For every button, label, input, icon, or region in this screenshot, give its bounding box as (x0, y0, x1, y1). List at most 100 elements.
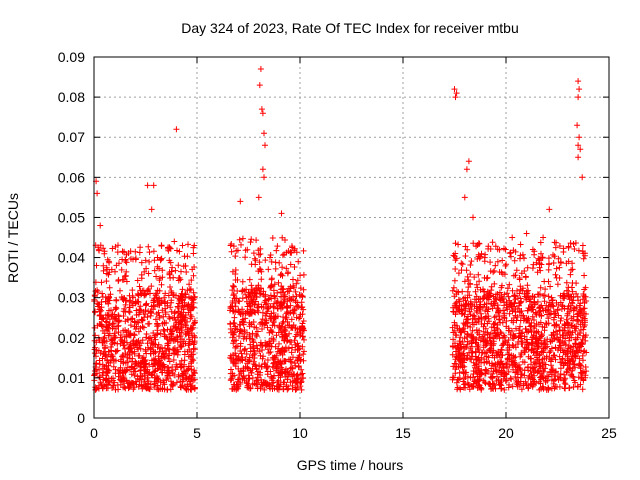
data-point (156, 295, 163, 302)
data-point (272, 314, 279, 321)
data-point (514, 305, 521, 312)
data-point (285, 322, 291, 329)
data-point (178, 290, 185, 297)
data-point (163, 334, 170, 341)
data-point (293, 249, 300, 256)
data-point (248, 282, 255, 289)
data-point (507, 301, 514, 308)
data-point (490, 368, 497, 375)
data-point (268, 328, 275, 335)
data-point (125, 345, 132, 352)
data-point (134, 362, 140, 369)
data-point (567, 240, 574, 247)
data-point (464, 246, 471, 253)
data-point (467, 262, 474, 268)
data-point (135, 346, 142, 353)
data-point (527, 327, 534, 334)
data-point (166, 245, 173, 252)
data-point (491, 267, 498, 274)
data-point (257, 251, 264, 257)
data-point (561, 360, 567, 367)
data-point (249, 330, 256, 337)
data-point (487, 381, 494, 388)
data-point (475, 251, 482, 258)
data-point (249, 299, 256, 306)
data-point (136, 283, 143, 290)
data-point (518, 386, 525, 393)
data-point (464, 273, 471, 280)
data-point (581, 272, 588, 279)
data-point (128, 363, 135, 370)
data-point (548, 294, 555, 301)
data-point (236, 298, 243, 305)
data-point (545, 278, 552, 285)
data-point (281, 379, 288, 386)
data-point (254, 328, 261, 335)
data-point (545, 266, 552, 273)
data-point (544, 377, 551, 384)
data-point (484, 308, 491, 315)
data-point (511, 293, 518, 300)
data-point (567, 271, 574, 278)
data-point (477, 286, 484, 293)
data-point (146, 385, 152, 392)
data-point (270, 318, 277, 324)
data-point (115, 242, 121, 249)
data-point (258, 303, 265, 310)
data-point (559, 303, 566, 310)
data-point (545, 384, 552, 391)
data-point (239, 354, 246, 361)
data-point (505, 384, 512, 391)
data-point (242, 254, 249, 261)
data-point (156, 287, 163, 294)
data-point (582, 332, 589, 339)
data-point (468, 258, 475, 265)
data-point (174, 363, 181, 370)
data-point (527, 355, 534, 362)
data-point (242, 363, 249, 370)
data-point (264, 308, 271, 315)
data-point (461, 375, 468, 382)
data-point (456, 357, 463, 364)
data-point (95, 289, 101, 295)
data-point (556, 275, 563, 281)
data-point (478, 250, 485, 257)
data-point (574, 383, 581, 390)
data-point (473, 299, 480, 306)
data-point (576, 341, 583, 348)
y-tick-label: 0.03 (58, 290, 85, 306)
data-point (283, 383, 290, 390)
data-point (138, 316, 145, 323)
data-point (162, 351, 169, 358)
data-point (162, 290, 169, 297)
data-point (186, 281, 193, 288)
data-point (296, 315, 302, 322)
data-point (494, 258, 501, 265)
data-point (570, 313, 577, 320)
data-point (147, 381, 154, 388)
data-point (575, 154, 582, 161)
data-point (125, 328, 132, 334)
data-point (461, 194, 468, 201)
data-point (565, 303, 572, 310)
data-point (100, 245, 107, 252)
data-point (98, 316, 105, 323)
data-point (244, 246, 251, 253)
data-point (451, 86, 458, 93)
data-point (505, 337, 512, 343)
data-point (247, 239, 254, 246)
data-point (256, 259, 263, 266)
data-point (526, 373, 533, 380)
data-point (507, 249, 514, 256)
data-point (533, 310, 539, 317)
data-point (460, 356, 467, 363)
data-point (547, 369, 553, 376)
x-tick-label: 25 (601, 425, 617, 441)
data-point (253, 331, 260, 338)
data-point (464, 380, 471, 386)
x-tick-label: 20 (498, 425, 514, 441)
data-point (152, 356, 159, 362)
data-point (476, 357, 483, 364)
data-point (276, 303, 283, 310)
data-point (535, 367, 542, 374)
